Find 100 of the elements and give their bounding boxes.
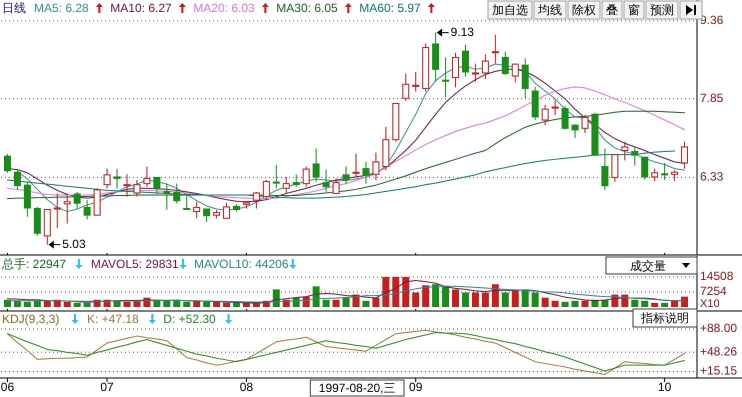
candlestick (542, 104, 549, 126)
x-tick-label: 07 (100, 380, 114, 394)
bar (651, 302, 658, 307)
candlestick (302, 166, 310, 188)
chart-title: KDJ(9,3,3) (2, 312, 60, 326)
candlestick (104, 168, 111, 189)
candlestick (24, 181, 31, 218)
candlestick (342, 166, 350, 184)
candlestick (631, 146, 638, 166)
candlestick (472, 63, 479, 82)
bar (322, 300, 330, 307)
bar (4, 300, 11, 307)
bar (392, 277, 400, 307)
annotation: 加自选 (492, 3, 528, 17)
toolbar-button: 均线 (534, 0, 566, 20)
candlestick (651, 168, 658, 182)
bar (432, 284, 440, 307)
candlestick (153, 176, 160, 194)
annotation: 指标说明 (640, 311, 689, 325)
bar (502, 292, 509, 307)
annotation: 除权 (572, 3, 596, 17)
y-axis-title: X10 (700, 298, 720, 310)
chart-title: 总手: 22947 (1, 257, 66, 271)
bar (203, 302, 210, 307)
bar (183, 302, 190, 307)
bar (532, 292, 539, 307)
candlestick (671, 170, 678, 182)
toolbar-button: 除权 (568, 0, 600, 20)
toolbar-button: 窗 (624, 0, 644, 20)
candlestick (262, 180, 270, 200)
candlestick (123, 174, 130, 198)
bar (422, 285, 430, 307)
candlestick (621, 141, 628, 161)
candlestick (114, 168, 120, 189)
bar (24, 302, 31, 307)
toolbar-button: 叠 (602, 0, 622, 20)
candlestick (362, 161, 370, 184)
candlestick (442, 56, 450, 98)
candlestick (661, 162, 668, 180)
button: 指标说明 (632, 308, 698, 328)
candlestick (322, 169, 330, 192)
candlestick (54, 192, 61, 229)
candlestick (462, 44, 469, 78)
bar (173, 300, 180, 307)
x-tick-label: 09 (409, 380, 423, 394)
bar (631, 300, 638, 307)
bar (492, 284, 499, 307)
candlestick (223, 202, 230, 220)
text: MA20: 6.03 (193, 1, 255, 15)
y-tick-label: 7254 (700, 284, 728, 298)
annotation: 均线 (537, 3, 562, 17)
candlestick (601, 148, 608, 190)
candlestick (352, 153, 360, 178)
candlestick (252, 191, 260, 209)
bar (163, 300, 170, 307)
bar (74, 302, 81, 307)
annotation: 窗 (628, 3, 640, 17)
candlestick (272, 164, 280, 189)
bar (442, 286, 450, 307)
bar (372, 298, 380, 307)
bar (342, 298, 350, 307)
bar (232, 302, 240, 307)
candlestick (282, 176, 290, 194)
bar (581, 300, 588, 307)
candlestick (64, 192, 71, 224)
bar (64, 302, 71, 307)
candlestick (681, 141, 688, 170)
bar (462, 292, 469, 307)
candlestick (203, 208, 210, 222)
bar (681, 296, 688, 307)
bar (472, 292, 479, 307)
candlestick (163, 183, 170, 210)
y-tick-label: +48.26 (700, 344, 738, 358)
candlestick (611, 154, 618, 182)
bar (522, 289, 529, 307)
candlestick (641, 156, 648, 180)
candlestick (581, 114, 588, 134)
candlestick (572, 124, 578, 138)
text: MAVOL5: 29831 (90, 257, 180, 271)
bar (512, 290, 519, 307)
candlestick (402, 72, 410, 102)
bar (572, 300, 578, 307)
bar (452, 289, 460, 307)
bar (641, 300, 648, 307)
text: MA10: 6.27 (110, 1, 172, 15)
series-label: D: +52.30 (163, 312, 216, 326)
x-tick-label: 08 (240, 380, 254, 394)
bar (312, 286, 320, 307)
candlestick (193, 201, 200, 219)
y-tick-label: +88.00 (700, 321, 738, 336)
bar (382, 277, 390, 307)
line-series (6, 286, 686, 303)
bar (671, 300, 678, 307)
bar (213, 302, 220, 307)
candlestick (372, 152, 380, 180)
bar (552, 300, 559, 307)
line-series (6, 280, 686, 304)
candlestick (183, 194, 190, 210)
candlestick (292, 174, 300, 188)
x-tick-label: 10 (658, 380, 672, 394)
